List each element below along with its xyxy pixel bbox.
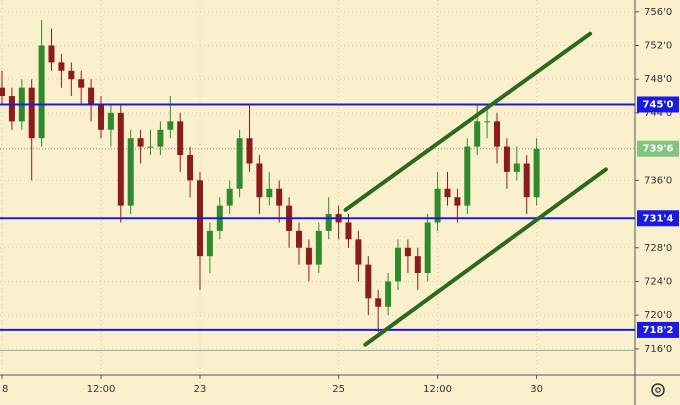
- candle-body: [98, 104, 104, 130]
- candle-body: [147, 146, 154, 148]
- candle-body: [434, 188, 441, 223]
- x-tick-label: 30: [530, 384, 543, 395]
- candle-body: [0, 87, 5, 97]
- y-tick-label: 744'0: [644, 108, 672, 119]
- candle-body: [395, 247, 401, 282]
- candle-body: [177, 121, 184, 156]
- x-tick-label: 23: [194, 384, 207, 395]
- candle-body: [355, 239, 362, 265]
- candle-body: [236, 138, 243, 189]
- candle-body: [256, 163, 263, 198]
- candle-body: [533, 148, 540, 198]
- candle-body: [345, 222, 352, 240]
- trendline: [343, 31, 593, 212]
- candle-body: [484, 121, 491, 123]
- x-tick-label: 12:00: [87, 384, 116, 395]
- candle-body: [365, 264, 372, 299]
- candle-body: [503, 146, 510, 172]
- candle-body: [296, 230, 302, 248]
- candle-body: [385, 281, 392, 307]
- y-tick-label: 736'0: [644, 175, 672, 186]
- candle-body: [464, 146, 471, 206]
- gear[interactable]: [651, 383, 665, 397]
- candle-body: [474, 121, 481, 147]
- x-tick-label: 12:00: [423, 384, 452, 395]
- candle-body: [68, 70, 75, 80]
- last-price-box: [637, 140, 679, 157]
- candle-body: [127, 138, 134, 206]
- candle-body: [206, 230, 213, 257]
- level-label: 731'4: [643, 213, 674, 224]
- candle-body: [414, 256, 421, 274]
- candle-body: [444, 188, 451, 198]
- candle-body: [266, 188, 273, 198]
- y-tick-label: 748'0: [644, 74, 672, 85]
- y-tick-label: 752'0: [644, 41, 672, 52]
- candle-body: [157, 129, 164, 147]
- candle-body: [315, 230, 322, 265]
- candle-body: [246, 138, 253, 164]
- candle-body: [404, 247, 411, 257]
- level-label-box: [637, 96, 679, 113]
- candle-body: [325, 214, 332, 231]
- candle-body: [494, 121, 500, 147]
- candle-body: [454, 197, 461, 206]
- last-price-label: 739'6: [643, 144, 674, 155]
- candle-body: [276, 188, 283, 206]
- x-tick-label: 25: [332, 384, 345, 395]
- candle-body: [107, 112, 114, 130]
- y-tick-label: 728'0: [644, 243, 672, 254]
- candle-body: [305, 247, 312, 265]
- x-tick-label: 8: [2, 384, 8, 395]
- level-label: 718'2: [643, 325, 674, 336]
- level-label-box: [637, 321, 679, 338]
- candle-body: [48, 45, 55, 63]
- y-tick-label: 720'0: [644, 310, 672, 321]
- candle-body: [88, 87, 95, 105]
- candle-body: [226, 188, 233, 206]
- candle-body: [167, 121, 174, 130]
- candle-body: [8, 96, 15, 122]
- candle-body: [375, 298, 382, 307]
- candle-body: [38, 45, 45, 139]
- y-tick-label: 724'0: [644, 276, 672, 287]
- candle-body: [523, 163, 530, 198]
- candle-body: [117, 112, 124, 206]
- gear-hub[interactable]: [655, 387, 661, 393]
- level-label: 745'0: [643, 99, 674, 110]
- y-tick-label: 716'0: [644, 344, 672, 355]
- y-tick-label: 756'0: [644, 7, 672, 18]
- candle-body: [137, 138, 144, 147]
- candle-body: [187, 155, 194, 181]
- plot: 8 12:00 23 25 12:00 30 756'0 752'0 748'0 744'0 736…: [0, 0, 679, 395]
- settings-icon[interactable]: [651, 383, 665, 397]
- trendline: [363, 167, 608, 347]
- candle-body: [78, 79, 85, 88]
- candle-body: [28, 87, 35, 139]
- candle-body: [58, 62, 65, 71]
- candle-body: [513, 163, 520, 172]
- level-label-box: [637, 210, 679, 227]
- candle-body: [424, 222, 431, 274]
